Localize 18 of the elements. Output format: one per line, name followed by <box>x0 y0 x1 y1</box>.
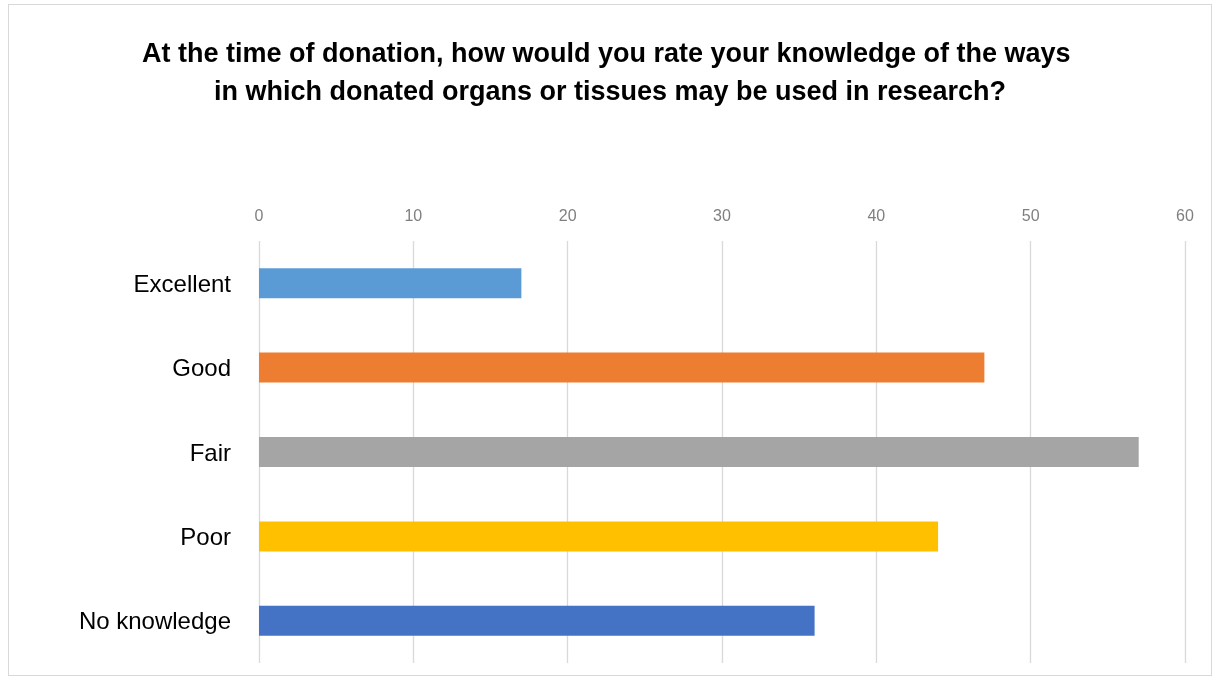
bar <box>259 268 522 299</box>
x-tick-label: 10 <box>404 206 423 224</box>
y-tick-label: Fair <box>189 438 231 466</box>
bar <box>259 437 1139 467</box>
y-tick-label: Excellent <box>133 269 232 297</box>
x-tick-label: 60 <box>1176 206 1194 224</box>
x-tick-label: 30 <box>713 206 731 224</box>
chart-title: At the time of donation, how would you rate your knowledge of the ways in which donated organs or tissues may be used in research? <box>141 38 1079 106</box>
x-tick-label: 0 <box>254 206 264 224</box>
y-tick-label: Good <box>172 354 231 382</box>
x-tick-label: 20 <box>558 206 577 224</box>
x-tick-label: 50 <box>1021 206 1040 224</box>
bar <box>259 605 815 636</box>
x-tick-label: 40 <box>867 206 886 224</box>
bar <box>259 521 939 552</box>
bar <box>259 352 985 383</box>
y-tick-label: Poor <box>180 522 231 550</box>
y-tick-label: No knowledge <box>78 607 231 635</box>
